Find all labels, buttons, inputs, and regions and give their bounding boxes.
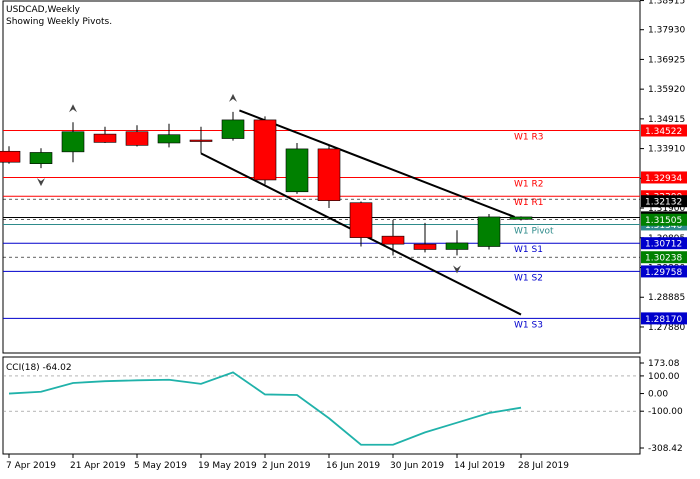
price-axis: 1.38915 1.37930 1.36925 1.35920 1.34915 1.339… [640, 0, 685, 333]
fractal-up-arrow [69, 104, 77, 113]
pivot-name: W1 Pivot [514, 226, 554, 236]
candle-body [285, 148, 309, 193]
price-tag-label: 1.34522 [645, 127, 682, 137]
fractal-arrows [37, 93, 461, 274]
pivot-name: W1 S1 [514, 245, 543, 255]
price-tag-label: 1.30238 [645, 254, 682, 264]
cci-tick-label: 0.00 [648, 390, 668, 400]
pivot-name: W1 S2 [514, 273, 543, 283]
candle-body [349, 202, 373, 238]
candle-body [381, 235, 405, 245]
candle-body [445, 242, 469, 250]
price-tag-bg [641, 251, 687, 264]
time-tick-label: 19 May 2019 [198, 461, 257, 471]
cci-label: CCI(18) -64.02 [6, 363, 72, 373]
time-tick-label: 7 Apr 2019 [6, 461, 56, 471]
time-tick-label: 28 Jul 2019 [518, 461, 569, 471]
price-tag-bg [641, 213, 687, 226]
candle-body [477, 216, 501, 247]
price-tag-label: 1.28170 [645, 315, 682, 325]
pivot-caption: Showing Weekly Pivots. [6, 17, 112, 27]
price-tag-bg [641, 237, 687, 250]
cci-tick-label: 173.08 [648, 359, 680, 369]
price-tag-label: 1.30712 [645, 240, 682, 250]
pivot-name: W1 S3 [514, 320, 543, 330]
price-tag-bg [641, 124, 687, 137]
time-tick-label: 2 Jun 2019 [262, 461, 311, 471]
price-tag-label: 1.31505 [645, 216, 682, 226]
time-axis: 7 Apr 2019 21 Apr 2019 5 May 2019 19 May 20… [6, 454, 569, 471]
cci-indicator [3, 371, 640, 446]
symbol-title: USDCAD,Weekly [6, 5, 81, 15]
candle-body [125, 131, 149, 146]
price-tick-label: 1.31900 [648, 204, 685, 214]
price-tag-label: 1.31346 [645, 221, 682, 231]
pivot-name: W1 R1 [514, 198, 543, 208]
candle-body [317, 148, 341, 201]
price-tick-label: 1.33910 [648, 145, 685, 155]
price-tag-label: 1.32934 [645, 174, 682, 184]
pivot-name: W1 R3 [514, 133, 543, 143]
cci-tick-label: -308.42 [648, 444, 683, 454]
price-tag-label: 1.32132 [645, 198, 682, 208]
candle-body [509, 216, 533, 220]
candle-body [93, 133, 117, 143]
price-tick-label: 1.28885 [648, 293, 685, 303]
time-tick-label: 5 May 2019 [134, 461, 187, 471]
candles[interactable] [0, 111, 533, 256]
price-tick-label: 1.35920 [648, 85, 685, 95]
price-tick-label: 1.34915 [648, 115, 685, 125]
pivot-levels: W1 R3 W1 R2 W1 R1 W1 Pivot W1 S1 W1 S2 W1 S3 [3, 130, 640, 330]
candle-body [253, 119, 277, 181]
price-tag-label: 1.29758 [645, 268, 682, 278]
fractal-up-arrow [229, 93, 237, 102]
cci-panel[interactable] [2, 356, 641, 455]
candle-body [157, 134, 181, 144]
cci-tick-label: 100.00 [648, 372, 680, 382]
candle-body [0, 150, 21, 163]
price-tag-bg [641, 195, 687, 208]
fractal-down-arrow [37, 178, 45, 187]
price-tick-label: 1.38915 [648, 0, 685, 7]
time-tick-label: 21 Apr 2019 [70, 461, 126, 471]
cci-tick-label: -100.00 [648, 407, 683, 417]
time-tick-label: 14 Jul 2019 [454, 461, 505, 471]
price-tag-bg [641, 171, 687, 184]
price-tick-label: 1.37930 [648, 26, 685, 36]
time-tick-label: 16 Jun 2019 [326, 461, 380, 471]
price-tag-bg [641, 265, 687, 278]
candle-body [61, 131, 85, 153]
time-tick-label: 30 Jun 2019 [390, 461, 444, 471]
price-tags: 1.345221.329341.323001.313461.307121.297… [641, 124, 687, 325]
pivot-name: W1 R2 [514, 179, 543, 189]
cci-axis: 173.08 100.00 0.00 -100.00 -308.42 [640, 359, 683, 454]
price-tick-label: 1.27880 [648, 323, 685, 333]
candle-body [413, 243, 437, 250]
price-tick-label: 1.36925 [648, 55, 685, 65]
price-tag-bg [641, 312, 687, 325]
candle-body [29, 152, 53, 164]
candle-body [189, 139, 213, 142]
fractal-down-arrow [453, 265, 461, 274]
cci-line [8, 371, 522, 446]
channel-upper [239, 109, 515, 218]
candle-body [221, 119, 245, 139]
